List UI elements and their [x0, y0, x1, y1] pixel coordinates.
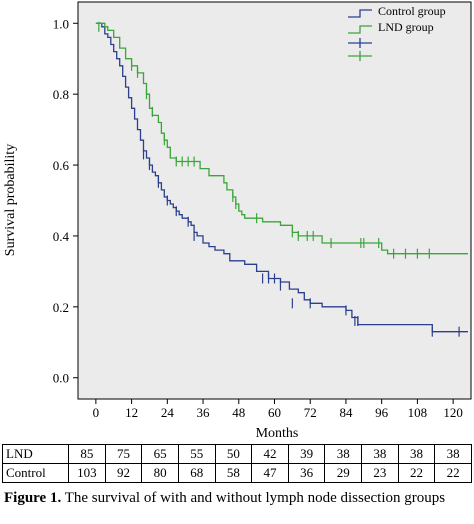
y-tick-label: 1.0 — [53, 16, 69, 31]
risk-cell: 75 — [104, 444, 143, 464]
risk-table: LND 85 75 65 55 50 42 39 38 38 38 38 Con… — [2, 444, 472, 483]
legend-censor-lnd — [348, 51, 372, 61]
x-tick-label: 84 — [339, 405, 353, 420]
risk-row-label: LND — [2, 444, 69, 464]
risk-cell: 29 — [324, 463, 362, 483]
legend-label-control: Control group — [378, 4, 446, 18]
y-tick-label: 0.8 — [53, 87, 69, 102]
x-axis: 0 12 24 36 48 60 72 84 96 108 120 — [93, 399, 463, 420]
x-tick-label: 12 — [125, 405, 138, 420]
y-tick-label: 0.6 — [53, 158, 70, 173]
y-tick-label: 0.0 — [53, 371, 69, 386]
x-tick-label: 0 — [93, 405, 100, 420]
x-tick-label: 36 — [197, 405, 211, 420]
figure-caption: Figure 1. The survival of with and witho… — [4, 488, 470, 524]
risk-cell: 58 — [214, 463, 253, 483]
x-tick-label: 24 — [161, 405, 175, 420]
legend-label-lnd: LND group — [378, 20, 434, 34]
x-tick-label: 96 — [375, 405, 389, 420]
legend: Control group LND group — [348, 4, 446, 61]
risk-cell: 50 — [214, 444, 253, 464]
risk-cell: 36 — [287, 463, 326, 483]
x-axis-label: Months — [256, 426, 299, 441]
risk-cell: 92 — [104, 463, 143, 483]
risk-cell: 38 — [434, 444, 472, 464]
x-tick-label: 120 — [443, 405, 463, 420]
risk-cell: 38 — [361, 444, 399, 464]
risk-cell: 68 — [177, 463, 216, 483]
survival-chart: 0.0 0.2 0.4 0.6 0.8 1.0 0 12 24 36 48 60 72 84 96 108 1… — [3, 1, 472, 441]
risk-cell: 22 — [397, 463, 436, 483]
risk-cell: 80 — [141, 463, 179, 483]
y-tick-label: 0.2 — [53, 300, 69, 315]
series-layer — [95, 21, 468, 337]
risk-cell: 38 — [397, 444, 436, 464]
caption-label: Figure 1. — [4, 490, 62, 506]
risk-cell: 65 — [141, 444, 179, 464]
x-tick-label: 48 — [232, 405, 245, 420]
risk-cell: 103 — [68, 463, 106, 483]
caption-text: The survival of with and without lymph n… — [61, 490, 446, 506]
risk-cell: 23 — [361, 463, 399, 483]
risk-cell: 22 — [434, 463, 472, 483]
risk-cell: 39 — [287, 444, 326, 464]
risk-cell: 38 — [324, 444, 362, 464]
risk-row-label: Control — [2, 463, 69, 483]
risk-cell: 85 — [68, 444, 106, 464]
y-axis: 0.0 0.2 0.4 0.6 0.8 1.0 — [53, 16, 78, 386]
x-tick-label: 108 — [408, 405, 428, 420]
y-tick-label: 0.4 — [53, 229, 70, 244]
legend-line-lnd — [348, 25, 372, 34]
x-tick-label: 60 — [268, 405, 281, 420]
plot-area — [77, 1, 472, 400]
y-axis-label: Survival probability — [3, 144, 18, 256]
legend-censor-control — [348, 38, 372, 48]
risk-row-lnd: LND 85 75 65 55 50 42 39 38 38 38 38 — [2, 444, 472, 464]
risk-cell: 55 — [177, 444, 216, 464]
legend-line-control — [348, 9, 372, 18]
risk-cell: 42 — [251, 444, 289, 464]
x-tick-label: 72 — [304, 405, 317, 420]
risk-row-control: Control 103 92 80 68 58 47 36 29 23 22 2… — [2, 463, 472, 483]
risk-cell: 47 — [251, 463, 289, 483]
